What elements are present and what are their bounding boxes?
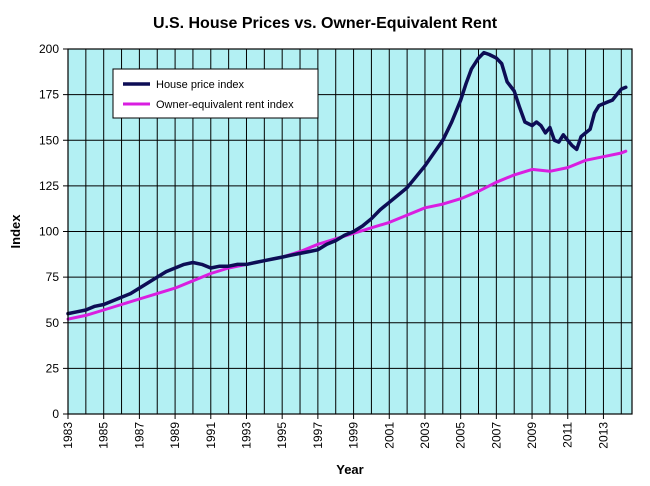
y-tick-label: 75 [46, 270, 60, 284]
x-tick-label: 1987 [132, 422, 146, 449]
x-tick-label: 1995 [275, 422, 289, 449]
x-tick-label: 1993 [239, 422, 253, 449]
y-tick-label: 0 [52, 407, 59, 421]
x-tick-label: 1991 [204, 422, 218, 449]
x-tick-label: 2005 [454, 422, 468, 449]
y-tick-label: 125 [39, 179, 59, 193]
chart-title: U.S. House Prices vs. Owner-Equivalent R… [153, 15, 498, 32]
y-axis-title: Index [8, 214, 23, 249]
x-tick-label: 2003 [418, 422, 432, 449]
y-tick-label: 150 [39, 133, 59, 147]
x-tick-label: 1999 [347, 422, 361, 449]
y-tick-label: 100 [39, 225, 59, 239]
x-tick-label: 2007 [489, 422, 503, 449]
x-tick-label: 2001 [382, 422, 396, 449]
x-tick-label: 2011 [561, 422, 575, 448]
x-tick-label: 2009 [525, 422, 539, 449]
x-tick-label: 1989 [168, 422, 182, 449]
x-tick-label: 1997 [311, 422, 325, 449]
y-tick-label: 200 [39, 42, 59, 56]
series-line-house [66, 50, 628, 316]
x-tick-label: 2013 [596, 422, 610, 449]
x-axis-title: Year [336, 462, 363, 477]
legend-box [112, 68, 319, 119]
legend-label-rent: Owner-equivalent rent index [156, 99, 294, 111]
y-tick-label: 175 [39, 88, 59, 102]
x-tick-label: 1983 [61, 422, 75, 449]
y-tick-label: 25 [46, 361, 60, 375]
series-layer [66, 50, 628, 321]
legend-label-house: House price index [156, 79, 245, 91]
y-tick-label: 50 [46, 316, 60, 330]
x-tick-label: 1985 [97, 422, 111, 449]
tick-labels: 0 25 50 75 100 125 150 175 200 1983 1985 1987 1989 19… [39, 42, 610, 449]
legend: House price index Owner-equivalent rent … [112, 68, 319, 119]
